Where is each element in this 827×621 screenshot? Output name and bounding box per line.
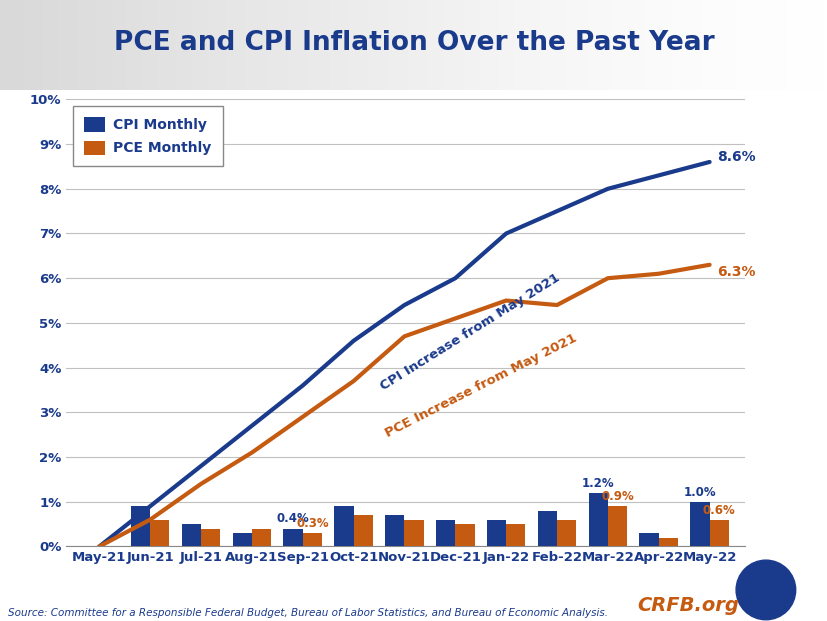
Bar [588, 493, 607, 546]
Bar [658, 538, 677, 546]
Text: 1.2%: 1.2% [581, 477, 614, 490]
Bar [131, 506, 150, 546]
Legend: CPI Monthly, PCE Monthly: CPI Monthly, PCE Monthly [73, 106, 222, 166]
Bar [181, 524, 201, 546]
Bar [201, 528, 220, 546]
Bar [283, 528, 303, 546]
Text: CPI Increase from May 2021: CPI Increase from May 2021 [378, 271, 562, 392]
Bar [303, 533, 322, 546]
Text: Source: Committee for a Responsible Federal Budget, Bureau of Labor Statistics, : Source: Committee for a Responsible Fede… [8, 608, 608, 618]
Bar [150, 520, 170, 546]
Text: PCE Increase from May 2021: PCE Increase from May 2021 [382, 332, 578, 440]
Text: 8.6%: 8.6% [716, 150, 755, 165]
Bar [537, 510, 557, 546]
Bar [385, 515, 404, 546]
Bar [436, 520, 455, 546]
Bar [638, 533, 658, 546]
Text: 0.9%: 0.9% [600, 490, 633, 503]
Bar [709, 520, 728, 546]
Bar [607, 506, 626, 546]
Bar [251, 528, 271, 546]
Bar [486, 520, 505, 546]
Bar [334, 506, 353, 546]
Bar [353, 515, 372, 546]
Text: PCE and CPI Inflation Over the Past Year: PCE and CPI Inflation Over the Past Year [113, 30, 714, 57]
Circle shape [735, 560, 795, 620]
Bar [505, 524, 525, 546]
Text: 0.4%: 0.4% [276, 512, 309, 525]
Bar [557, 520, 576, 546]
Text: 0.3%: 0.3% [296, 517, 328, 530]
Text: 6.3%: 6.3% [716, 265, 755, 278]
Text: 0.6%: 0.6% [702, 504, 734, 517]
Bar [232, 533, 251, 546]
Bar [455, 524, 474, 546]
Text: 1.0%: 1.0% [683, 486, 715, 499]
Text: CRFB.org: CRFB.org [637, 596, 739, 615]
Bar [690, 502, 709, 546]
Bar [404, 520, 423, 546]
